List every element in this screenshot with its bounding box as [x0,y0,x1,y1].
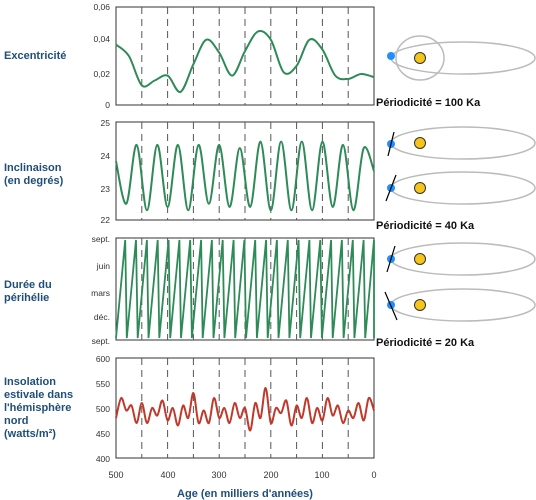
y-tick: 600 [96,354,110,364]
y-tick: 22 [101,215,111,225]
y-tick: 0,04 [93,34,110,44]
x-tick: 100 [314,470,329,480]
y-tick: 550 [96,379,110,389]
axis-tilt-line [387,131,395,157]
y-tick: sept. [92,336,110,346]
y-tick: 25 [101,118,111,128]
panel-label: Durée du périhélie [4,279,55,304]
x-tick: 0 [371,470,376,480]
sun-icon [414,182,426,194]
sun-icon [414,253,426,265]
x-axis-label: Age (en milliers d'années) [177,488,313,500]
orbit-ellipse [390,171,536,205]
y-tick: 450 [96,429,110,439]
x-axis: 500 400 300 200 100 0 Age (en milliers d… [108,470,376,500]
y-tick: 23 [101,184,111,194]
sun-icon [414,137,426,149]
x-tick: 400 [160,470,175,480]
axis-tilt-line [385,174,397,202]
orbit-ellipse [390,288,536,322]
earth-icon [387,52,395,60]
y-tick: 0 [105,100,110,110]
sun-icon [414,299,426,311]
orbit-ellipse [390,242,536,276]
periodicity-label: Périodicité = 40 Ka [376,220,475,232]
orbit-ellipse [390,41,536,75]
obliquity-curve [115,140,375,212]
periodicity-label: Périodicité = 100 Ka [376,97,481,109]
panel-label: Inclinaison (en degrés) [4,162,65,187]
y-tick: juin [96,261,111,271]
x-tick: 500 [108,470,123,480]
insolation-curve [115,386,375,432]
orbit-ellipse-circular [395,35,445,81]
y-tick: mars [91,288,110,298]
y-tick: sept. [92,234,110,244]
grid-lines [141,7,349,105]
panel-eccentricity: Excentricité 0,06 0,04 0,02 0 Périodicit… [4,2,536,110]
panel-label: Excentricité [4,50,66,62]
orbit-ellipse [390,126,536,160]
axis-tilt-line [386,245,396,273]
precession-curve [115,239,375,339]
panel-insolation: Insolation estivale dans l'hémisphère no… [4,354,375,464]
y-tick: 0,06 [93,2,110,12]
y-tick: 500 [96,404,110,414]
y-tick: 400 [96,454,110,464]
eccentricity-curve [115,30,375,93]
panel-obliquity: Inclinaison (en degrés) 25 24 23 22 Péri… [4,118,536,232]
x-tick: 200 [263,470,278,480]
periodicity-label: Périodicité = 20 Ka [376,337,475,349]
y-tick: 24 [101,151,111,161]
sun-icon [414,52,426,64]
y-tick: 0,02 [93,69,110,79]
x-tick: 300 [211,470,226,480]
panel-label: Insolation estivale dans l'hémisphère no… [4,376,76,440]
panel-precession: Durée du périhélie sept. juin mars déc. … [4,234,536,349]
axis-tilt-line [384,291,398,321]
y-tick: déc. [94,312,110,322]
